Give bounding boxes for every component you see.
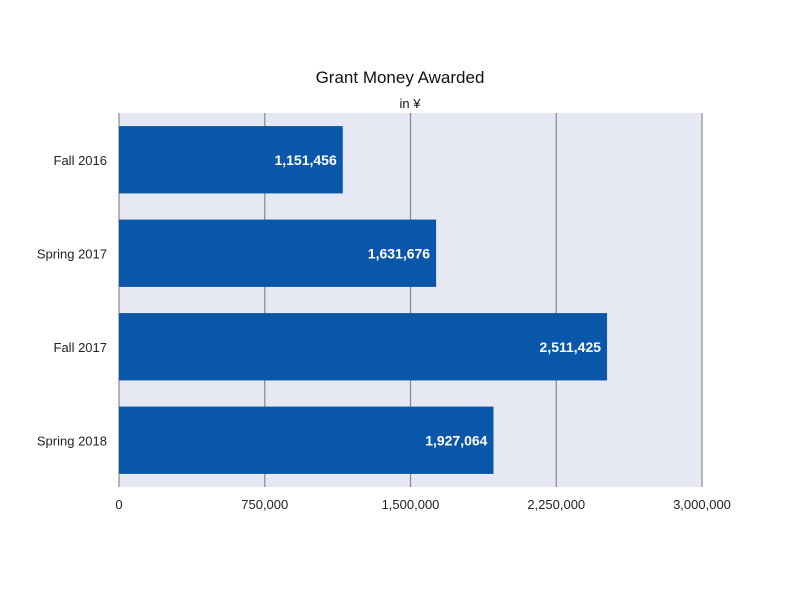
y-category-label: Fall 2016 — [54, 153, 107, 168]
bar — [119, 406, 494, 474]
bar-value-label: 1,927,064 — [425, 432, 487, 448]
bar — [119, 219, 437, 287]
x-tick-label: 750,000 — [241, 497, 288, 512]
y-category-label: Fall 2017 — [54, 340, 107, 355]
y-category-label: Spring 2018 — [37, 433, 107, 448]
bar-value-label: 2,511,425 — [540, 339, 602, 355]
x-tick-label: 1,500,000 — [382, 497, 440, 512]
bar-value-label: 1,631,676 — [368, 245, 430, 261]
x-tick-label: 3,000,000 — [673, 497, 731, 512]
x-axis-labels: 0 750,000 1,500,000 2,250,000 3,000,000 — [115, 497, 731, 512]
bar — [119, 126, 343, 194]
bar-value-label: 1,151,456 — [274, 152, 336, 168]
x-tick-label: 2,250,000 — [527, 497, 585, 512]
chart-subtitle: in ¥ — [399, 96, 421, 111]
chart-title: Grant Money Awarded — [315, 68, 485, 87]
bar-value-labels: 1,151,456 1,631,676 2,511,425 1,927,064 — [274, 152, 601, 449]
bars — [119, 126, 608, 474]
y-category-label: Spring 2017 — [37, 246, 107, 261]
bar — [119, 313, 608, 381]
x-tick-label: 0 — [115, 497, 122, 512]
y-axis-labels: Fall 2016 Spring 2017 Fall 2017 Spring 2018 — [37, 153, 107, 449]
